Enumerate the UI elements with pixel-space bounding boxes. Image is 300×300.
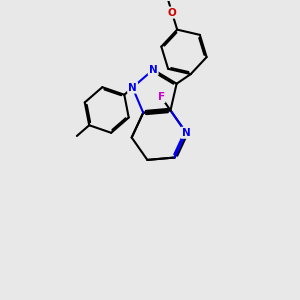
Text: F: F: [158, 92, 165, 102]
Text: N: N: [149, 64, 158, 75]
Text: O: O: [168, 8, 176, 18]
Text: N: N: [128, 82, 137, 93]
Text: N: N: [182, 128, 190, 138]
